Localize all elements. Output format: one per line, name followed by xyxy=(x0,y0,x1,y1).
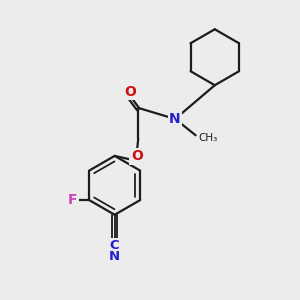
Text: C: C xyxy=(110,238,119,252)
Text: F: F xyxy=(68,193,78,207)
Text: CH₃: CH₃ xyxy=(198,133,217,142)
Text: O: O xyxy=(124,85,136,99)
Text: N: N xyxy=(169,112,181,126)
Text: O: O xyxy=(131,149,143,164)
Text: N: N xyxy=(109,250,120,263)
